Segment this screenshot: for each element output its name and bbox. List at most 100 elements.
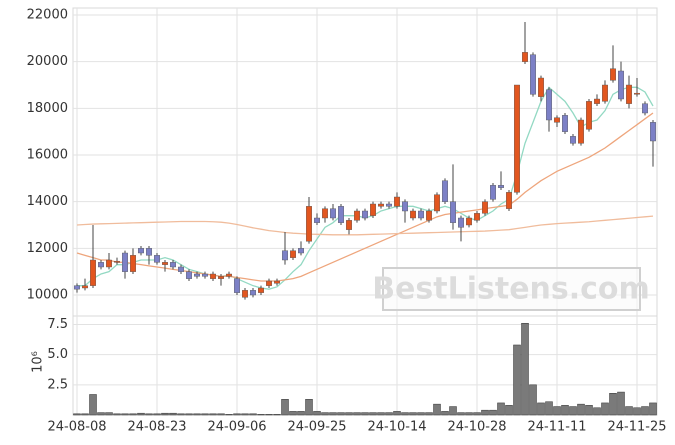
candle-body bbox=[274, 280, 281, 284]
volume-bar bbox=[473, 412, 481, 416]
candle-body bbox=[73, 285, 80, 290]
x-tick-label: 24-09-25 bbox=[287, 420, 346, 435]
candle-body bbox=[89, 259, 96, 286]
candle-body bbox=[338, 206, 345, 223]
volume-bar bbox=[121, 413, 129, 416]
y-tick-label: 18000 bbox=[27, 101, 68, 116]
volume-bar bbox=[193, 413, 201, 416]
candle-body bbox=[314, 217, 321, 223]
candle-body bbox=[522, 52, 529, 62]
volume-bar bbox=[129, 413, 137, 416]
volume-bar bbox=[337, 412, 345, 416]
volume-bar bbox=[281, 399, 289, 416]
candle-body bbox=[354, 210, 361, 221]
candle-body bbox=[650, 122, 657, 142]
volume-bar bbox=[433, 403, 441, 416]
volume-bar bbox=[265, 414, 273, 416]
candle-body bbox=[249, 290, 256, 296]
volume-bar bbox=[481, 409, 489, 416]
volume-bar bbox=[385, 412, 393, 416]
candle-body bbox=[217, 276, 224, 279]
volume-bar bbox=[441, 411, 449, 416]
candle-body bbox=[121, 252, 128, 272]
y-tick-label: 14000 bbox=[27, 194, 68, 209]
y-tick-label: 10000 bbox=[27, 288, 68, 303]
candle-body bbox=[458, 217, 465, 228]
moving-average bbox=[76, 215, 654, 236]
volume-bar bbox=[617, 391, 625, 416]
volume-bar bbox=[561, 405, 569, 416]
volume-bar bbox=[89, 394, 97, 416]
candle-body bbox=[578, 119, 585, 144]
volume-bar bbox=[73, 413, 81, 416]
candle-body bbox=[225, 273, 232, 277]
candle-body bbox=[346, 220, 353, 230]
volume-tick-label: 7.5 bbox=[47, 317, 68, 332]
volume-bar bbox=[633, 407, 641, 416]
candle-body bbox=[233, 278, 240, 293]
volume-bar bbox=[465, 412, 473, 416]
y-tick-label: 16000 bbox=[27, 148, 68, 163]
candle-body bbox=[209, 273, 216, 279]
candle-body bbox=[594, 98, 601, 104]
candle-body bbox=[402, 201, 409, 212]
candle-body bbox=[418, 210, 425, 219]
volume-bar bbox=[153, 413, 161, 416]
x-tick-label: 24-09-06 bbox=[207, 420, 266, 435]
volume-bar bbox=[353, 412, 361, 416]
candle-body bbox=[97, 262, 104, 268]
candle-body bbox=[562, 115, 569, 132]
candle-body bbox=[177, 266, 184, 272]
plot-layer: 10000 12000 14000 16000 18000 20000 22000 2.5 5.… bbox=[27, 8, 667, 435]
candle-body bbox=[81, 285, 88, 289]
moving-average bbox=[76, 112, 654, 282]
candle-body bbox=[153, 255, 160, 263]
candle-body bbox=[610, 68, 617, 81]
volume-bar bbox=[521, 322, 529, 416]
y-tick-label: 22000 bbox=[27, 8, 68, 23]
candle-body bbox=[145, 248, 152, 256]
x-tick-label: 24-11-11 bbox=[527, 420, 586, 435]
x-tick-label: 24-08-23 bbox=[127, 420, 186, 435]
volume-bar bbox=[377, 412, 385, 416]
candle-body bbox=[266, 280, 273, 286]
candle-body bbox=[634, 92, 641, 95]
volume-tick-label: 5.0 bbox=[47, 347, 68, 362]
candle-body bbox=[538, 77, 545, 97]
candle-body bbox=[602, 84, 609, 102]
volume-bar bbox=[513, 344, 521, 416]
volume-bar bbox=[185, 413, 193, 416]
candle-body bbox=[410, 210, 417, 219]
volume-bar bbox=[81, 413, 89, 416]
candle-body bbox=[105, 259, 112, 268]
volume-bar bbox=[505, 405, 513, 416]
candle-body bbox=[290, 250, 297, 258]
volume-bar bbox=[201, 413, 209, 416]
candle-body bbox=[394, 196, 401, 207]
volume-bar bbox=[625, 406, 633, 416]
volume-tick-label: 2.5 bbox=[47, 377, 68, 392]
y-tick-label: 20000 bbox=[27, 54, 68, 69]
volume-bar bbox=[233, 413, 241, 416]
volume-bar bbox=[305, 399, 313, 416]
volume-pane bbox=[72, 315, 658, 416]
volume-bar bbox=[273, 414, 281, 416]
volume-bar bbox=[97, 412, 105, 416]
volume-bar bbox=[537, 402, 545, 416]
candle-body bbox=[306, 206, 313, 242]
volume-bar bbox=[257, 414, 265, 416]
volume-bar bbox=[553, 406, 561, 416]
candle-body bbox=[450, 201, 457, 223]
volume-bar bbox=[177, 413, 185, 416]
x-tick-label: 24-11-25 bbox=[607, 420, 666, 435]
candle-body bbox=[434, 194, 441, 212]
watermark: BestListens.com bbox=[372, 272, 650, 307]
volume-bar bbox=[329, 412, 337, 416]
volume-bar bbox=[425, 412, 433, 416]
volume-bar bbox=[449, 406, 457, 416]
candle-body bbox=[570, 136, 577, 144]
volume-bar bbox=[593, 407, 601, 416]
candle-body bbox=[201, 273, 208, 277]
candle-body bbox=[642, 103, 649, 114]
